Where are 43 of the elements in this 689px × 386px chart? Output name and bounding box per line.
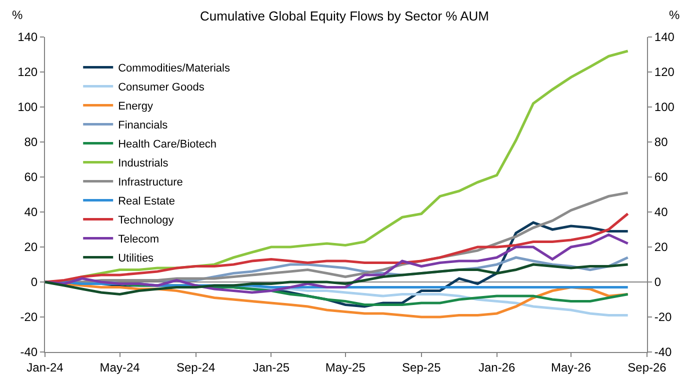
x-tick-label: May-25 xyxy=(325,360,366,374)
y-tick-label: 80 xyxy=(24,135,38,150)
y-tick-label: 140 xyxy=(18,30,38,44)
y-tick-label: -40 xyxy=(20,345,38,360)
legend-label: Commodities/Materials xyxy=(118,62,230,75)
legend-label: Financials xyxy=(118,120,168,132)
y2-tick-label: 60 xyxy=(654,170,668,184)
y-tick-label: 60 xyxy=(24,170,38,184)
x-tick-label: May-26 xyxy=(550,360,592,374)
legend-label: Consumer Goods xyxy=(118,82,205,94)
x-tick-label: Jan-24 xyxy=(26,360,64,374)
y-tick-label: 40 xyxy=(24,205,38,220)
y2-tick-label: 80 xyxy=(654,135,668,150)
y-tick-label: 100 xyxy=(18,100,38,114)
y2-axis-title: % xyxy=(669,8,680,22)
legend-label: Technology xyxy=(118,214,174,227)
legend-label: Telecom xyxy=(118,234,160,246)
y2-tick-label: 100 xyxy=(654,100,675,114)
y2-tick-label: -40 xyxy=(654,345,672,360)
x-tick-label: May-24 xyxy=(100,360,140,374)
x-tick-label: Jan-26 xyxy=(478,360,516,374)
y2-tick-label: 140 xyxy=(654,30,675,44)
y-axis-title: % xyxy=(12,8,23,22)
x-tick-label: Sep-24 xyxy=(176,360,216,374)
legend-label: Real Estate xyxy=(118,196,175,208)
legend-label: Health Care/Biotech xyxy=(118,138,217,151)
chart-title: Cumulative Global Equity Flows by Sector % AUM xyxy=(200,8,489,24)
legend-label: Utilities xyxy=(118,252,154,265)
legend-label: Infrastructure xyxy=(118,176,183,189)
y-tick-label: 0 xyxy=(30,275,38,290)
x-tick-label: Sep-26 xyxy=(628,360,667,374)
y2-tick-label: 0 xyxy=(654,275,662,290)
y2-tick-label: 120 xyxy=(654,65,675,80)
x-tick-label: Sep-25 xyxy=(402,360,442,374)
y-tick-label: 120 xyxy=(18,65,38,80)
y2-tick-label: -20 xyxy=(654,310,672,324)
legend-label: Industrials xyxy=(118,158,169,170)
legend-label: Energy xyxy=(118,100,154,113)
y-tick-label: 20 xyxy=(24,240,38,254)
x-tick-label: Jan-25 xyxy=(252,360,290,374)
y2-tick-label: 20 xyxy=(654,240,668,254)
y2-tick-label: 40 xyxy=(654,205,668,220)
y-tick-label: -20 xyxy=(20,310,38,324)
